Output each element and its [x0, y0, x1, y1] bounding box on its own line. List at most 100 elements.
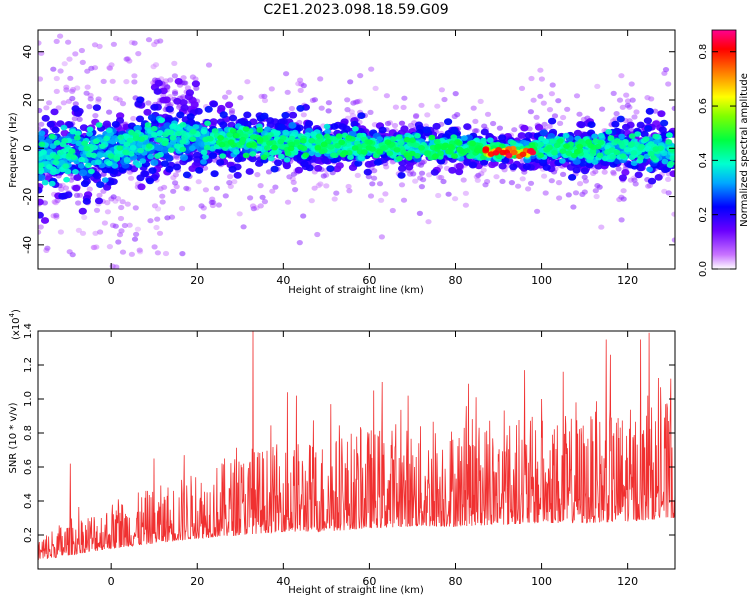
spectral-blob — [505, 152, 513, 159]
spectral-blob — [645, 183, 652, 189]
spectral-blob — [615, 166, 622, 172]
spectral-blob — [38, 229, 42, 235]
spectral-blob — [96, 152, 104, 158]
snr-frame — [37, 330, 676, 570]
spectral-blob — [528, 75, 535, 82]
spectral-blob — [57, 68, 64, 74]
spectral-blob — [217, 135, 225, 141]
spectral-blob — [631, 114, 638, 120]
spectral-blob — [64, 168, 72, 175]
spectral-blob — [632, 181, 639, 187]
spectral-blob — [159, 193, 166, 199]
spectral-blob — [560, 114, 567, 121]
spectral-blob — [46, 164, 53, 170]
spectral-blob — [400, 125, 409, 133]
spectral-blob — [496, 125, 503, 131]
spectral-blob — [634, 171, 643, 179]
spectral-blob — [308, 137, 316, 144]
spectral-blob — [658, 126, 667, 134]
spectral-blob — [208, 199, 215, 205]
spectral-blob — [403, 152, 411, 158]
spectral-blob — [671, 211, 675, 217]
spectral-blob — [284, 89, 291, 95]
spectrogram-axes: 0 20 40 60 80 100 120 -40 -20 0 20 40 — [21, 30, 675, 287]
spectral-blob — [451, 153, 458, 159]
spectral-blob — [153, 224, 160, 231]
spectral-blob — [178, 205, 186, 211]
spectral-blob — [368, 66, 375, 72]
spectral-blob — [644, 125, 653, 132]
spectral-blob — [391, 122, 399, 129]
spectral-blob — [53, 75, 60, 82]
spectral-blob — [331, 152, 339, 159]
spectral-blob — [126, 137, 134, 144]
spectral-blob — [435, 192, 442, 199]
spectral-blob — [189, 128, 197, 135]
spectral-blob — [41, 114, 50, 122]
spectral-blob — [179, 139, 187, 145]
spectral-blob — [237, 95, 244, 101]
snr-ytick-label: 0.6 — [23, 459, 34, 475]
spectral-blob — [167, 147, 175, 153]
spectral-blob — [527, 180, 535, 186]
spectral-blob — [537, 93, 544, 99]
spectral-blob — [654, 174, 663, 181]
spectral-blob — [468, 161, 477, 169]
spectral-blob — [191, 80, 200, 88]
spectral-blob — [573, 148, 581, 155]
spectral-blob — [628, 133, 636, 139]
spectral-blob — [314, 164, 323, 172]
spectral-blob — [228, 110, 235, 116]
spectral-blob — [650, 155, 657, 161]
spectral-blob — [243, 111, 252, 119]
spectral-blob — [630, 150, 638, 156]
spectral-blob — [318, 148, 326, 155]
spectral-blob — [117, 215, 125, 222]
snr-axes: 0 20 40 60 80 100 120 0.2 0.4 0.6 0.8 1.0 1.2 1.4 — [23, 323, 675, 588]
spectral-blob — [154, 153, 161, 159]
svg-text:(x104): (x104) — [8, 309, 22, 340]
spectral-blob — [414, 153, 421, 159]
spectral-blob — [71, 105, 80, 112]
spectral-blob — [484, 111, 492, 117]
spectral-blob — [168, 214, 176, 220]
spectral-blob — [38, 275, 44, 280]
spectral-blob — [628, 154, 636, 160]
spectral-blob — [106, 166, 115, 174]
spectral-blob — [592, 169, 599, 175]
spectral-blob — [179, 146, 187, 153]
spectral-blob — [266, 140, 273, 146]
spectral-blob — [130, 115, 137, 122]
spectral-blob — [53, 140, 61, 146]
spectral-blob — [117, 134, 125, 141]
spectral-blob — [88, 65, 95, 71]
spectral-blob — [216, 159, 225, 166]
spectral-blob — [323, 133, 331, 140]
spectral-blob — [103, 183, 112, 191]
colorbar-tick-label: 0.6 — [698, 98, 709, 114]
spectral-blob — [333, 190, 340, 196]
spectral-blob — [508, 180, 515, 186]
spectral-blob — [418, 102, 425, 108]
spectral-blob — [433, 138, 441, 145]
spectral-blob — [434, 143, 442, 150]
spectral-blob — [314, 231, 321, 238]
spectral-blob — [308, 198, 315, 204]
spectral-blob — [414, 132, 421, 139]
snr-ylabel: SNR (10 * v/v) — [8, 402, 19, 473]
spectral-blob — [573, 129, 583, 137]
spectral-blob — [426, 172, 433, 178]
spectral-blob — [51, 126, 60, 134]
spectral-blob — [460, 177, 467, 183]
spectral-blob — [161, 140, 169, 147]
spectral-blob — [50, 108, 59, 116]
spectral-blob — [537, 67, 544, 73]
spectral-blob — [621, 169, 630, 176]
spectral-blob — [192, 124, 200, 130]
spectral-blob — [482, 182, 489, 188]
spectral-blob — [229, 128, 237, 134]
spectral-blob — [596, 184, 603, 190]
spectral-blob — [334, 142, 341, 149]
spectral-blob — [104, 209, 111, 215]
spectral-blob — [215, 202, 222, 208]
